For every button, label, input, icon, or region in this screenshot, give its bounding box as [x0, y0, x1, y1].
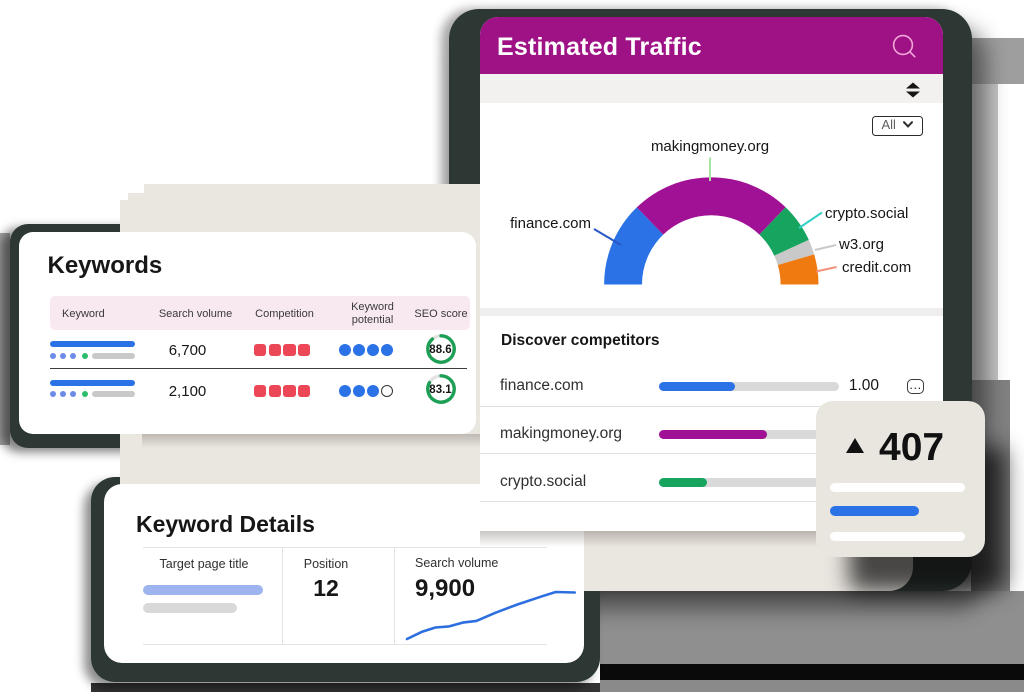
svg-text:finance.com: finance.com	[510, 215, 591, 232]
svg-text:makingmoney.org: makingmoney.org	[651, 138, 769, 155]
svg-text:crypto.social: crypto.social	[825, 205, 908, 222]
svg-text:credit.com: credit.com	[842, 259, 911, 276]
svg-text:w3.org: w3.org	[838, 236, 884, 253]
